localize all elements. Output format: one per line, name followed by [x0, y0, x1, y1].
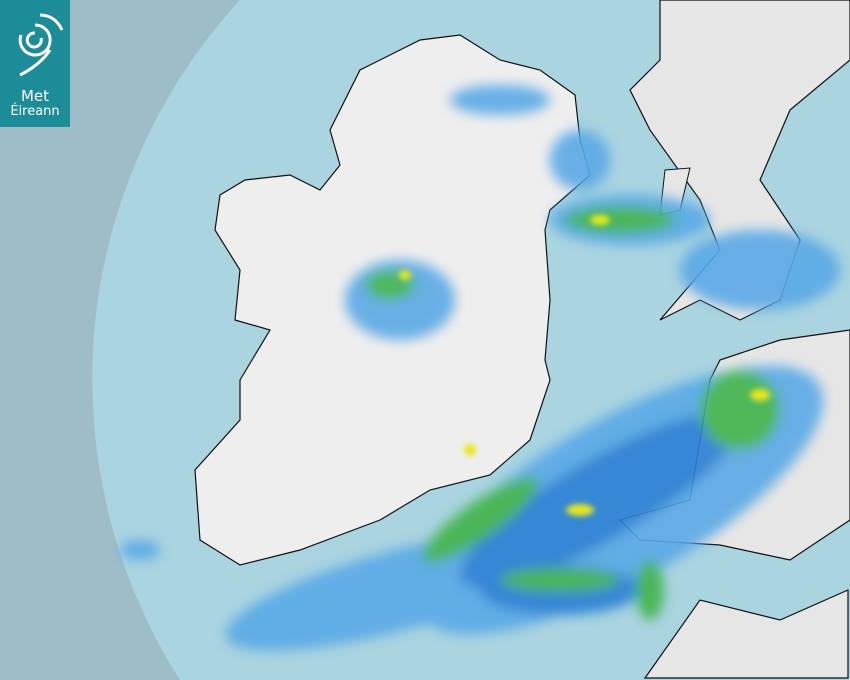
- logo-text-met: Met: [20, 87, 50, 105]
- heavy-rain-cores: [399, 215, 770, 516]
- rainfall-echoes: [120, 85, 840, 651]
- cornwall-landmass: [643, 589, 849, 679]
- swirl-icon: [18, 13, 64, 77]
- met-eireann-logo: Met Éireann: [0, 0, 70, 127]
- logo-text-eireann: Éireann: [10, 104, 60, 119]
